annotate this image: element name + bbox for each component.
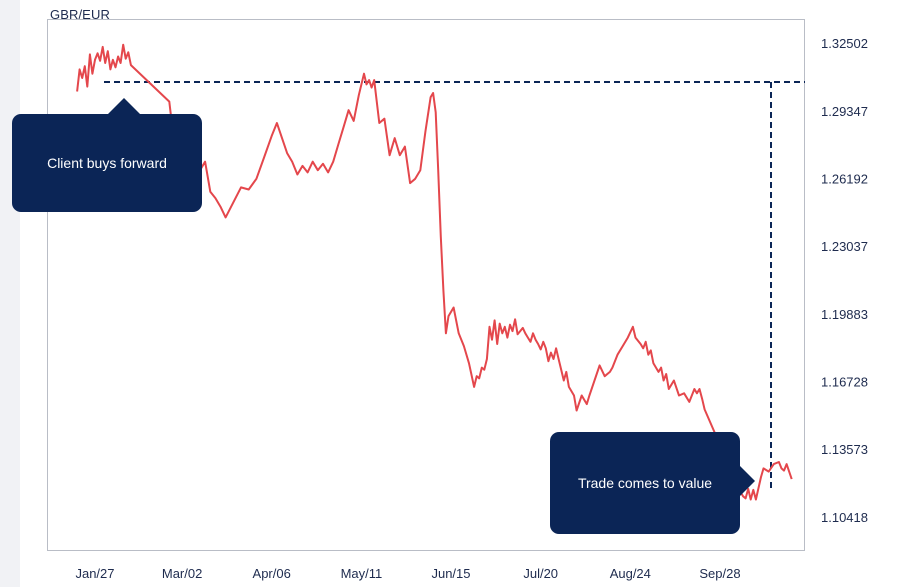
y-tick-label-5: 1.16728 xyxy=(821,375,868,390)
y-tick-label-1: 1.29347 xyxy=(821,104,868,119)
callout-trade-comes-to-value: Trade comes to value xyxy=(550,432,755,534)
x-tick-label-1: Mar/02 xyxy=(162,566,202,581)
x-tick-label-0: Jan/27 xyxy=(75,566,114,581)
x-tick-label-4: Jun/15 xyxy=(431,566,470,581)
x-tick-label-3: May/11 xyxy=(341,566,383,581)
x-axis-ticks: Jan/27 Mar/02 Apr/06 May/11 Jun/15 Jul/20 Aug/… xyxy=(75,566,740,581)
x-tick-label-5: Jul/20 xyxy=(523,566,558,581)
y-axis-ticks: 1.32502 1.29347 1.26192 1.23037 1.19883 1.167… xyxy=(821,36,868,525)
callout-client-buys-forward: Client buys forward xyxy=(12,98,202,212)
currency-pair-label: GBR/EUR xyxy=(50,7,110,22)
y-tick-label-2: 1.26192 xyxy=(821,172,868,187)
x-tick-label-6: Aug/24 xyxy=(610,566,651,581)
x-tick-label-2: Apr/06 xyxy=(253,566,291,581)
y-tick-label-3: 1.23037 xyxy=(821,239,868,254)
forward-rate-marker xyxy=(104,81,805,490)
y-tick-label-4: 1.19883 xyxy=(821,307,868,322)
y-tick-label-7: 1.10418 xyxy=(821,510,868,525)
y-tick-label-0: 1.32502 xyxy=(821,36,868,51)
y-tick-label-6: 1.13573 xyxy=(821,442,868,457)
x-tick-label-7: Sep/28 xyxy=(699,566,740,581)
